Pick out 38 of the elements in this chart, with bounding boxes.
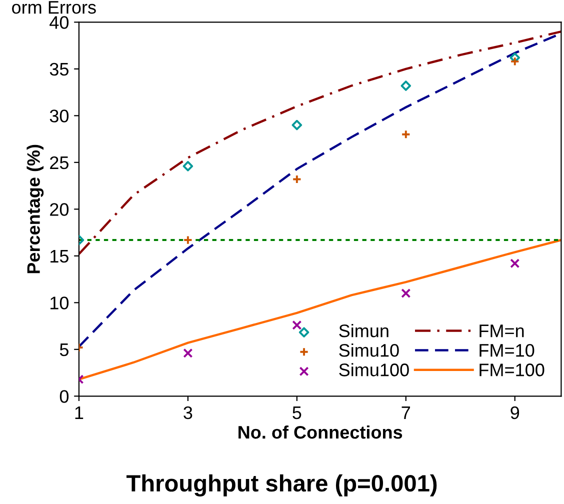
point — [292, 174, 302, 184]
point — [401, 288, 411, 298]
x-tick-label: 1 — [75, 406, 84, 419]
point — [292, 120, 302, 130]
point — [510, 56, 520, 66]
legend-label: FM=10 — [480, 344, 534, 357]
x-tick-label: 5 — [292, 406, 302, 420]
y-tick-label: 5 — [60, 344, 68, 356]
point — [182, 161, 194, 172]
point — [401, 130, 411, 140]
x-tick-label: 7 — [402, 406, 410, 419]
point — [510, 258, 520, 268]
x-tick-label: 3 — [184, 406, 192, 420]
point — [183, 348, 193, 358]
y-tick-label: 0 — [60, 390, 69, 403]
legend-label: Simu10 — [339, 344, 399, 357]
point — [400, 80, 412, 91]
point — [510, 52, 520, 63]
y-tick-label: 35 — [50, 62, 68, 76]
point — [183, 235, 193, 245]
x-axis-title: No. of Connections — [238, 425, 402, 439]
x-tick-label: 9 — [510, 406, 520, 420]
point — [292, 320, 302, 330]
legend-label: Simu100 — [339, 363, 409, 376]
y-axis-title: Percentage (%) — [26, 144, 44, 274]
text: orm Errors — [12, 1, 96, 14]
legend-label: FM=100 — [480, 364, 544, 376]
legend-label: FM=n — [480, 324, 524, 338]
y-tick-label: 20 — [50, 203, 69, 216]
line-series — [78, 238, 562, 380]
y-tick-label: 10 — [50, 296, 69, 310]
y-tick-label: 25 — [50, 156, 68, 170]
legend-label: Simun — [339, 324, 388, 338]
y-tick-label: 15 — [50, 250, 68, 263]
y-tick-label: 30 — [50, 110, 69, 122]
line-series — [78, 30, 562, 256]
y-tick-label: 40 — [50, 16, 69, 29]
text: Throughput share (p=0.001) — [126, 474, 437, 496]
